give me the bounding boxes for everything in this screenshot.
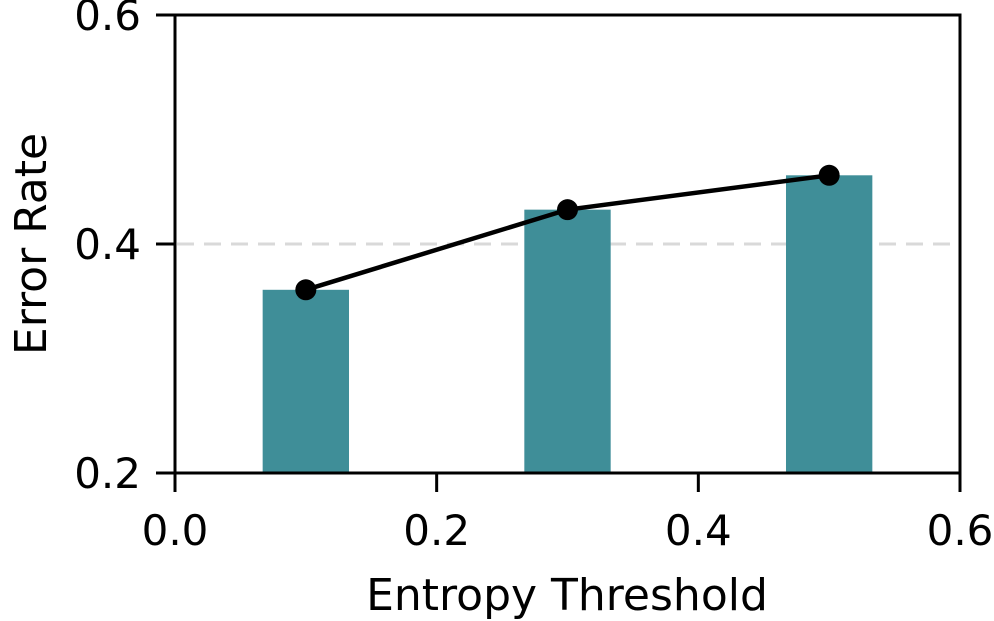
y-tick-label: 0.4	[74, 220, 141, 269]
line-series	[295, 164, 840, 301]
axis-ticks: 0.0 0.2 0.4 0.60.20.40.6	[74, 0, 993, 555]
data-point-marker	[295, 279, 317, 301]
x-tick-label: 0.0	[142, 506, 209, 555]
x-tick-label: 0.4	[665, 506, 732, 555]
bar-series	[262, 175, 873, 474]
y-axis-label: Error Rate	[6, 133, 57, 355]
bar	[785, 175, 873, 474]
bar	[262, 289, 350, 473]
data-point-marker	[818, 164, 840, 186]
x-axis-label: Entropy Threshold	[366, 570, 768, 621]
y-tick-label: 0.2	[74, 449, 141, 498]
x-tick-label: 0.2	[403, 506, 470, 555]
data-point-marker	[557, 199, 578, 221]
x-tick-label: 0.6	[927, 506, 994, 555]
bar	[524, 209, 611, 473]
y-tick-label: 0.6	[74, 0, 141, 40]
